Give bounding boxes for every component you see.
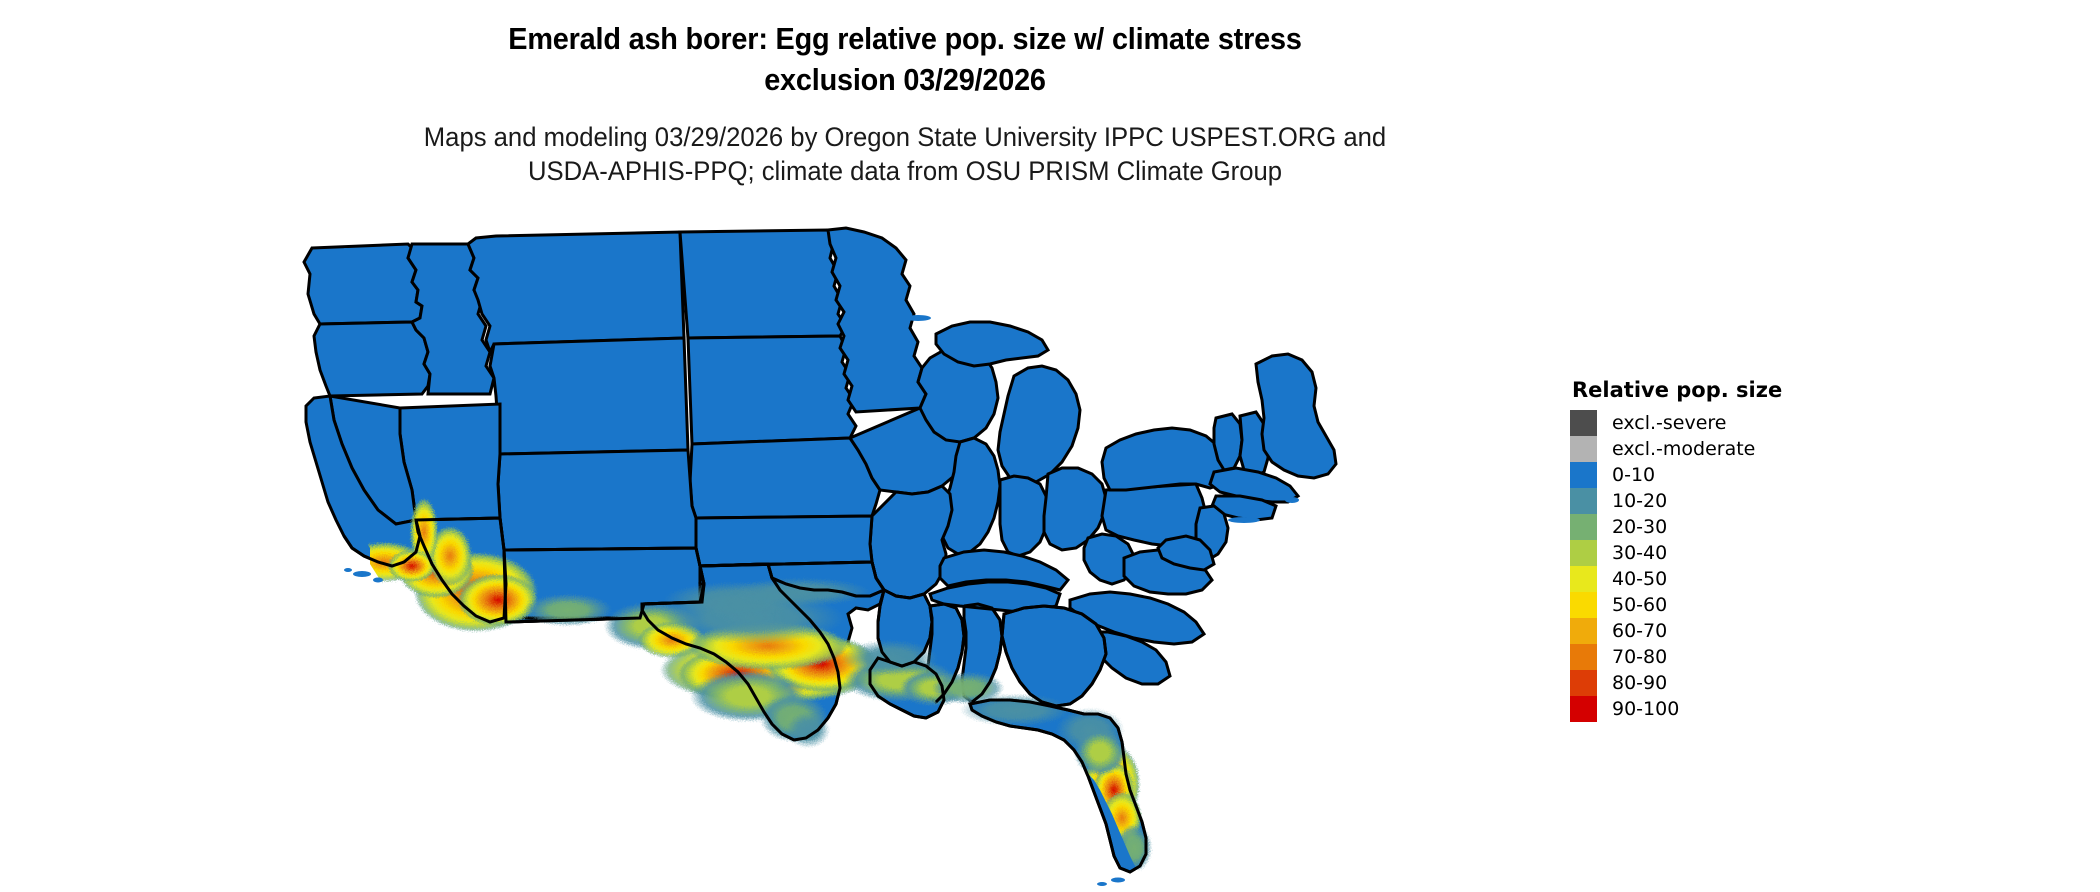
state-michigan-lower[interactable]: [996, 364, 1082, 486]
state-vermont[interactable]: [1212, 412, 1244, 472]
legend-color-swatch: [1570, 670, 1597, 696]
legend-entry-label: 70-80: [1612, 645, 1668, 668]
legend-entry[interactable]: 50-60: [1570, 592, 1900, 618]
legend-color-swatch: [1570, 618, 1597, 644]
state-south-dakota[interactable]: [686, 334, 858, 446]
state-colorado[interactable]: [496, 448, 698, 552]
island-lake-superior-isle: [905, 315, 931, 321]
border-oklahoma: [699, 560, 887, 598]
legend-color-swatch: [1570, 540, 1597, 566]
map-container: [300, 218, 1560, 892]
island-long-island: [1228, 517, 1260, 523]
chart-subtitle-line-1: Maps and modeling 03/29/2026 by Oregon S…: [423, 122, 1387, 152]
legend-entry[interactable]: 90-100: [1570, 696, 1900, 722]
state-oregon[interactable]: [312, 320, 432, 398]
legend-color-swatch: [1570, 592, 1597, 618]
state-new-hampshire[interactable]: [1238, 410, 1270, 478]
legend-entry-label: 80-90: [1612, 671, 1668, 694]
hotspot-mississippi-alabama-coast: [932, 672, 1004, 704]
state-montana[interactable]: [466, 230, 686, 356]
state-washington[interactable]: [302, 242, 424, 326]
state-indiana[interactable]: [998, 474, 1050, 558]
legend-entry-label: 40-50: [1612, 567, 1668, 590]
state-kentucky[interactable]: [938, 548, 1071, 592]
map-legend: Relative pop. size excl.-severe excl.-mod…: [1570, 378, 1900, 722]
legend-color-swatch: [1570, 514, 1597, 540]
island-cape-cod: [1285, 497, 1299, 503]
chart-subtitle: Maps and modeling 03/29/2026 by Oregon S…: [0, 120, 1810, 188]
legend-entry[interactable]: 20-30: [1570, 514, 1900, 540]
state-north-dakota[interactable]: [678, 228, 848, 340]
legend-entry-label: 20-30: [1612, 515, 1668, 538]
legend-entry[interactable]: 70-80: [1570, 644, 1900, 670]
legend-entry[interactable]: 0-10: [1570, 462, 1900, 488]
state-missouri[interactable]: [868, 484, 954, 600]
state-maryland[interactable]: [1156, 534, 1216, 572]
legend-color-swatch: [1570, 462, 1597, 488]
hotspot-louisiana-interior: [842, 640, 938, 676]
legend-color-swatch: [1570, 488, 1597, 514]
legend-entry-label: 60-70: [1612, 619, 1668, 642]
chart-title-line-2: exclusion 03/29/2026: [764, 62, 1046, 97]
island-channel-islands-1: [353, 571, 371, 577]
state-michigan-upper[interactable]: [934, 320, 1051, 368]
hotspot-gila-valley: [428, 526, 472, 586]
legend-entry-label: excl.-moderate: [1612, 437, 1756, 460]
hotspot-imperial-valley: [388, 550, 436, 582]
island-florida-keys-2: [1097, 882, 1107, 886]
border-california-south: [342, 519, 422, 568]
border-alabama: [963, 602, 1004, 704]
hotspot-arizona-core: [458, 574, 538, 626]
hotspot-florida-upper-peninsula: [1074, 728, 1126, 776]
legend-color-swatch: [1570, 566, 1597, 592]
border-arkansas: [876, 587, 934, 668]
state-wyoming[interactable]: [488, 336, 690, 456]
island-channel-islands-2: [373, 577, 383, 583]
border-new-mexico: [502, 546, 706, 624]
chart-title: Emerald ash borer: Egg relative pop. siz…: [0, 18, 1810, 100]
state-ohio[interactable]: [1042, 466, 1108, 552]
island-channel-islands-3: [344, 568, 352, 572]
border-georgia: [1000, 604, 1108, 708]
state-wisconsin[interactable]: [916, 344, 1000, 444]
legend-title: Relative pop. size: [1572, 378, 1783, 402]
state-illinois[interactable]: [938, 436, 1002, 556]
state-nebraska[interactable]: [688, 436, 882, 520]
map-base-layer: [302, 226, 1338, 874]
legend-entry-list: excl.-severe excl.-moderate 0-10 10-20 20-30…: [1570, 410, 1900, 722]
map-border-layer: [342, 516, 1148, 874]
state-new-york[interactable]: [1100, 426, 1230, 492]
united-states-choropleth-map: [302, 226, 1338, 886]
legend-entry-label: 90-100: [1612, 697, 1680, 720]
border-mississippi: [929, 602, 966, 704]
legend-entry[interactable]: 30-40: [1570, 540, 1900, 566]
legend-entry-label: 10-20: [1612, 489, 1668, 512]
chart-subtitle-line-2: USDA-APHIS-PPQ; climate data from OSU PR…: [527, 156, 1283, 186]
map-island-specks: [342, 248, 1299, 886]
legend-color-swatch: [1570, 436, 1597, 462]
chart-title-line-1: Emerald ash borer: Egg relative pop. siz…: [508, 21, 1302, 56]
legend-entry[interactable]: excl.-moderate: [1570, 436, 1900, 462]
hotspot-texas-deep-south: [786, 712, 830, 748]
hotspot-oklahoma-fringe: [730, 578, 870, 606]
state-kansas[interactable]: [694, 514, 874, 568]
island-florida-keys-1: [1111, 877, 1125, 883]
legend-entry[interactable]: excl.-severe: [1570, 410, 1900, 436]
legend-color-swatch: [1570, 644, 1597, 670]
legend-entry[interactable]: 60-70: [1570, 618, 1900, 644]
legend-entry-label: 0-10: [1612, 463, 1656, 486]
legend-entry[interactable]: 40-50: [1570, 566, 1900, 592]
legend-entry-label: 30-40: [1612, 541, 1668, 564]
legend-entry[interactable]: 10-20: [1570, 488, 1900, 514]
legend-entry-label: 50-60: [1612, 593, 1668, 616]
legend-color-swatch: [1570, 410, 1597, 436]
legend-entry[interactable]: 80-90: [1570, 670, 1900, 696]
state-maine[interactable]: [1254, 352, 1338, 480]
border-texas: [640, 562, 842, 742]
legend-entry-label: excl.-severe: [1612, 411, 1727, 434]
island-puget-sound: [342, 248, 350, 252]
border-florida: [968, 698, 1148, 874]
legend-color-swatch: [1570, 696, 1597, 722]
